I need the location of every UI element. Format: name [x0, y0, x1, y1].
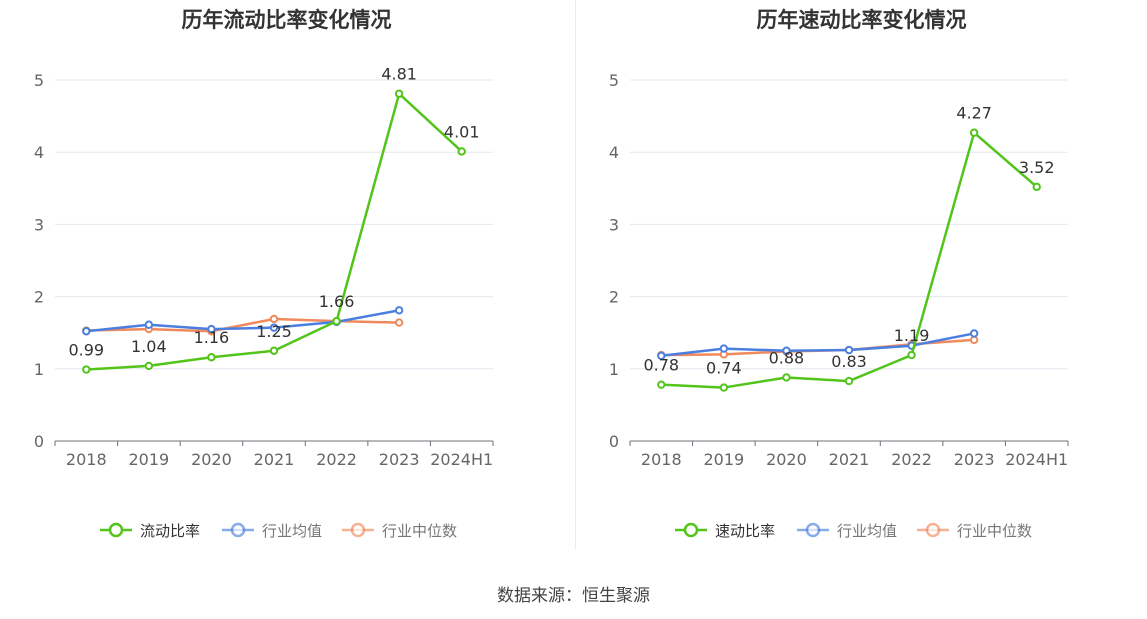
data-point [844, 345, 854, 355]
data-point [457, 147, 466, 156]
chart-title: 历年速动比率变化情况 [756, 8, 967, 32]
data-point [969, 329, 979, 338]
x-tick-label: 2022 [891, 450, 932, 469]
data-label: 1.25 [256, 322, 292, 341]
legend-swatch-marker [683, 522, 699, 538]
y-tick-label: 4 [34, 143, 44, 162]
x-tick-label: 2019 [128, 450, 169, 469]
data-label: 4.81 [381, 65, 417, 84]
data-label: 0.99 [68, 341, 104, 360]
data-point [269, 314, 279, 324]
data-point [144, 361, 154, 371]
data-label: 1.19 [894, 326, 930, 345]
data-point [969, 128, 979, 137]
legend-label: 行业中位数 [957, 522, 1032, 540]
legend-label: 行业均值 [262, 522, 322, 540]
y-tick-label: 3 [34, 215, 44, 234]
x-tick-label: 2021 [254, 450, 295, 469]
y-tick-label: 2 [34, 288, 44, 307]
data-label: 0.74 [706, 359, 742, 378]
legend-item-1[interactable]: 行业均值 [797, 522, 897, 540]
data-point [969, 335, 979, 345]
legend-item-2[interactable]: 行业中位数 [917, 522, 1032, 540]
legend-label: 行业中位数 [382, 522, 457, 540]
data-point [207, 324, 216, 334]
data-point [657, 351, 666, 361]
series-line-2 [86, 317, 400, 333]
legend-label: 行业均值 [837, 522, 897, 540]
data-point [719, 383, 729, 392]
data-label: 3.52 [1019, 158, 1055, 177]
legend-swatch-marker [108, 522, 124, 538]
data-label: 0.78 [643, 356, 679, 375]
data-source-note: 数据来源：恒生聚源 [497, 586, 650, 606]
y-tick-label: 1 [34, 360, 44, 379]
data-point [782, 373, 791, 382]
panel-divider [575, 0, 576, 550]
data-point [82, 327, 91, 336]
x-tick-label: 2024H1 [1005, 450, 1068, 469]
legend-item-1[interactable]: 行业均值 [222, 522, 322, 540]
y-tick-label: 1 [609, 360, 619, 379]
legend-item-2[interactable]: 行业中位数 [342, 522, 457, 540]
data-label: 1.16 [194, 328, 230, 347]
legend-label: 流动比率 [140, 522, 200, 540]
x-tick-label: 2021 [829, 450, 870, 469]
legend-swatch-marker [350, 522, 366, 538]
x-tick-label: 2018 [66, 450, 107, 469]
data-point [82, 365, 91, 374]
y-tick-label: 5 [609, 71, 619, 90]
x-tick-label: 2024H1 [430, 450, 493, 469]
legend-swatch-marker [805, 522, 821, 538]
legend-label: 速动比率 [715, 522, 775, 540]
x-tick-label: 2020 [766, 450, 807, 469]
x-tick-label: 2023 [954, 450, 995, 469]
chart-panel-quick-ratio: 历年速动比率变化情况 0 1 2 3 4 5 2018 2019 2020 2021 2022 202… [575, 0, 1147, 550]
series-line-1 [86, 309, 400, 333]
data-point [144, 320, 154, 329]
data-point [844, 376, 854, 386]
quick-ratio-chart: 0 1 2 3 4 5 2018 2019 2020 2021 2022 2023 2024H1 0.78… [609, 71, 1069, 540]
data-label: 0.83 [831, 352, 867, 371]
data-point [782, 346, 791, 355]
data-point [907, 350, 916, 360]
data-point [269, 346, 279, 355]
x-tick-label: 2018 [641, 450, 682, 469]
legend-item-0[interactable]: 速动比率 [675, 522, 775, 540]
data-point [657, 380, 666, 389]
y-tick-label: 0 [609, 432, 619, 451]
data-point [394, 306, 404, 315]
y-tick-label: 3 [609, 215, 619, 234]
data-label: 1.66 [319, 292, 355, 311]
legend-swatch-marker [925, 522, 941, 538]
current-ratio-chart: 0 1 2 3 4 5 2018 2019 2020 2021 2022 2023 2024H1 0.99… [34, 65, 494, 540]
data-label: 4.01 [444, 122, 480, 141]
x-tick-label: 2023 [379, 450, 420, 469]
x-tick-label: 2022 [316, 450, 357, 469]
data-point [207, 353, 216, 362]
data-label: 1.04 [131, 337, 167, 356]
legend-swatch-marker [230, 522, 246, 538]
y-tick-label: 5 [34, 71, 44, 90]
data-point [394, 318, 404, 327]
series-line-1 [661, 332, 975, 358]
legend-item-0[interactable]: 流动比率 [100, 522, 200, 540]
y-tick-label: 2 [609, 288, 619, 307]
data-point [269, 323, 279, 332]
y-tick-label: 4 [609, 143, 619, 162]
chart-panel-current-ratio: 历年流动比率变化情况 0 1 2 3 4 5 2018 2019 2020 2021 2022 202… [0, 0, 573, 550]
data-label: 0.88 [769, 348, 805, 367]
x-tick-label: 2019 [703, 450, 744, 469]
x-tick-label: 2020 [191, 450, 232, 469]
y-tick-label: 0 [34, 432, 44, 451]
chart-title: 历年流动比率变化情况 [181, 8, 392, 32]
data-point [332, 316, 341, 326]
data-label: 4.27 [956, 104, 992, 123]
data-point [719, 344, 729, 353]
data-point [1032, 182, 1041, 192]
data-point [394, 89, 404, 98]
